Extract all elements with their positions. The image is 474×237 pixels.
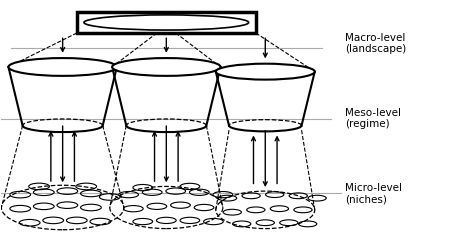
Text: Meso-level
(regime): Meso-level (regime) [346,108,401,129]
FancyArrowPatch shape [264,131,267,186]
FancyArrowPatch shape [275,137,279,184]
Ellipse shape [9,58,117,76]
Ellipse shape [112,58,220,76]
FancyArrowPatch shape [49,132,53,181]
FancyArrowPatch shape [252,137,255,184]
Bar [77,12,256,33]
FancyArrowPatch shape [164,38,168,51]
FancyArrowPatch shape [164,126,168,181]
FancyArrowPatch shape [153,132,156,181]
FancyArrowPatch shape [61,38,64,51]
Text: Micro-level
(niches): Micro-level (niches) [346,183,402,204]
FancyArrowPatch shape [73,132,76,181]
FancyArrowPatch shape [264,38,267,57]
FancyArrowPatch shape [61,126,64,181]
FancyArrowPatch shape [176,132,180,181]
Ellipse shape [216,64,315,80]
Text: Macro-level
(landscape): Macro-level (landscape) [346,33,407,54]
